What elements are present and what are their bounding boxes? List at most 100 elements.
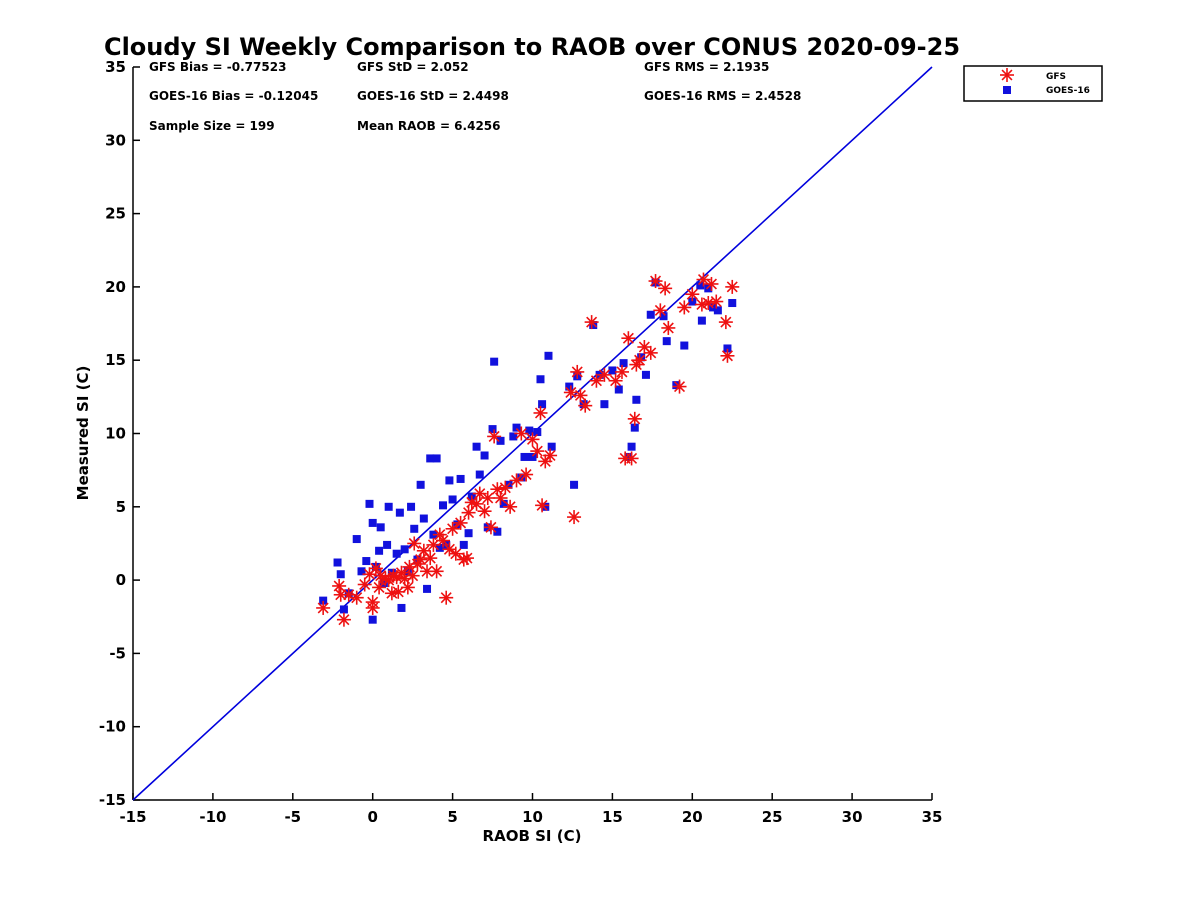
gfs-point — [701, 296, 716, 311]
gfs-point — [589, 373, 604, 388]
gfs-point — [519, 467, 534, 482]
x-tick-label: 30 — [842, 808, 863, 826]
gfs-point — [429, 564, 444, 579]
gfs-point — [608, 373, 623, 388]
goes16-point — [357, 567, 366, 576]
legend-goes16-marker — [1003, 86, 1011, 94]
gfs-point — [627, 411, 642, 426]
legend-goes16-label: GOES-16 — [1046, 86, 1090, 96]
y-axis-label: Measured SI (C) — [74, 366, 92, 501]
goes16-point — [512, 423, 521, 432]
gfs-point — [368, 561, 383, 576]
goes16-point — [368, 518, 377, 527]
goes16-point — [368, 615, 377, 624]
goes16-point — [541, 502, 550, 511]
goes16-point — [496, 436, 505, 445]
gfs-point — [453, 515, 468, 530]
goes16-point — [400, 545, 409, 554]
gfs-point — [632, 353, 647, 368]
goes16-point — [672, 381, 681, 390]
goes16-point — [333, 558, 342, 567]
goes16-point — [728, 299, 737, 308]
gfs-point — [472, 486, 487, 501]
goes16-point — [525, 426, 534, 435]
y-tick-label: 15 — [105, 351, 126, 369]
gfs-point — [426, 537, 441, 552]
x-tick-label: 20 — [682, 808, 703, 826]
goes16-point — [439, 501, 448, 510]
gfs-point — [573, 388, 588, 403]
goes16-point — [352, 535, 361, 544]
x-tick-label: 35 — [922, 808, 943, 826]
goes16-point — [704, 284, 713, 293]
x-tick-label: 5 — [447, 808, 457, 826]
goes16-point — [493, 527, 502, 536]
gfs-point — [445, 521, 460, 536]
y-tick-label: 10 — [105, 425, 126, 443]
goes16-point — [630, 423, 639, 432]
gfs-point — [653, 303, 668, 318]
gfs-point — [316, 600, 331, 615]
gfs-point — [407, 536, 422, 551]
goes16-point — [723, 344, 732, 353]
y-tick-label: 5 — [116, 498, 126, 516]
x-ticks: -15 -10 -5 0 5 10 15 20 25 30 35 — [119, 793, 942, 826]
gfs-point — [493, 491, 508, 506]
goes16-point — [544, 351, 553, 360]
goes16-point — [426, 454, 435, 463]
gfs-point — [720, 348, 735, 363]
gfs-bias-text: GFS Bias = -0.77523 — [149, 60, 286, 74]
gfs-point — [439, 590, 454, 605]
goes16-legend-symbol — [1003, 86, 1011, 94]
gfs-point — [332, 578, 347, 593]
goes16-point — [472, 442, 481, 451]
gfs-point — [578, 398, 593, 413]
goes16-point — [627, 442, 636, 451]
goes16-point — [589, 321, 598, 330]
goes16-std-text: GOES-16 StD = 2.4498 — [357, 89, 509, 103]
gfs-point — [423, 551, 438, 566]
goes16-point — [319, 596, 328, 605]
goes16-point — [435, 543, 444, 552]
gfs-point — [432, 527, 447, 542]
goes16-point — [659, 312, 668, 321]
goes16-point — [608, 366, 617, 375]
gfs-point — [477, 504, 492, 519]
goes16-point — [362, 557, 371, 566]
x-tick-label: 0 — [367, 808, 377, 826]
goes16-point — [619, 359, 628, 368]
legend-gfs-marker — [1000, 68, 1014, 82]
x-tick-label: -10 — [199, 808, 226, 826]
y-tick-label: 20 — [105, 278, 126, 296]
goes16-point — [456, 474, 465, 483]
goes16-point — [448, 495, 457, 504]
goes16-point — [697, 316, 706, 325]
goes16-point — [459, 540, 468, 549]
goes16-bias-text: GOES-16 Bias = -0.12045 — [149, 89, 318, 103]
gfs-point — [400, 580, 415, 595]
goes16-point — [384, 502, 393, 511]
goes16-rms-text: GOES-16 RMS = 2.4528 — [644, 89, 801, 103]
goes16-point — [442, 540, 451, 549]
y-tick-label: 25 — [105, 205, 126, 223]
goes16-point — [509, 432, 518, 441]
goes16-point — [464, 529, 473, 538]
gfs-point — [357, 577, 372, 592]
goes16-point — [517, 473, 526, 482]
y-tick-label: -15 — [99, 791, 126, 809]
sample-size-text: Sample Size = 199 — [149, 119, 275, 133]
goes16-point — [538, 400, 547, 409]
gfs-point — [677, 300, 692, 315]
goes16-point — [339, 605, 348, 614]
goes16-point — [520, 452, 529, 461]
goes16-point — [632, 395, 641, 404]
goes16-point — [383, 540, 392, 549]
gfs-point — [696, 272, 711, 287]
y-tick-label: -10 — [99, 718, 126, 736]
goes16-point — [662, 337, 671, 346]
goes16-point — [536, 375, 545, 384]
gfs-point — [448, 546, 463, 561]
gfs-point — [365, 600, 380, 615]
gfs-point — [614, 364, 629, 379]
gfs-point — [685, 287, 700, 302]
